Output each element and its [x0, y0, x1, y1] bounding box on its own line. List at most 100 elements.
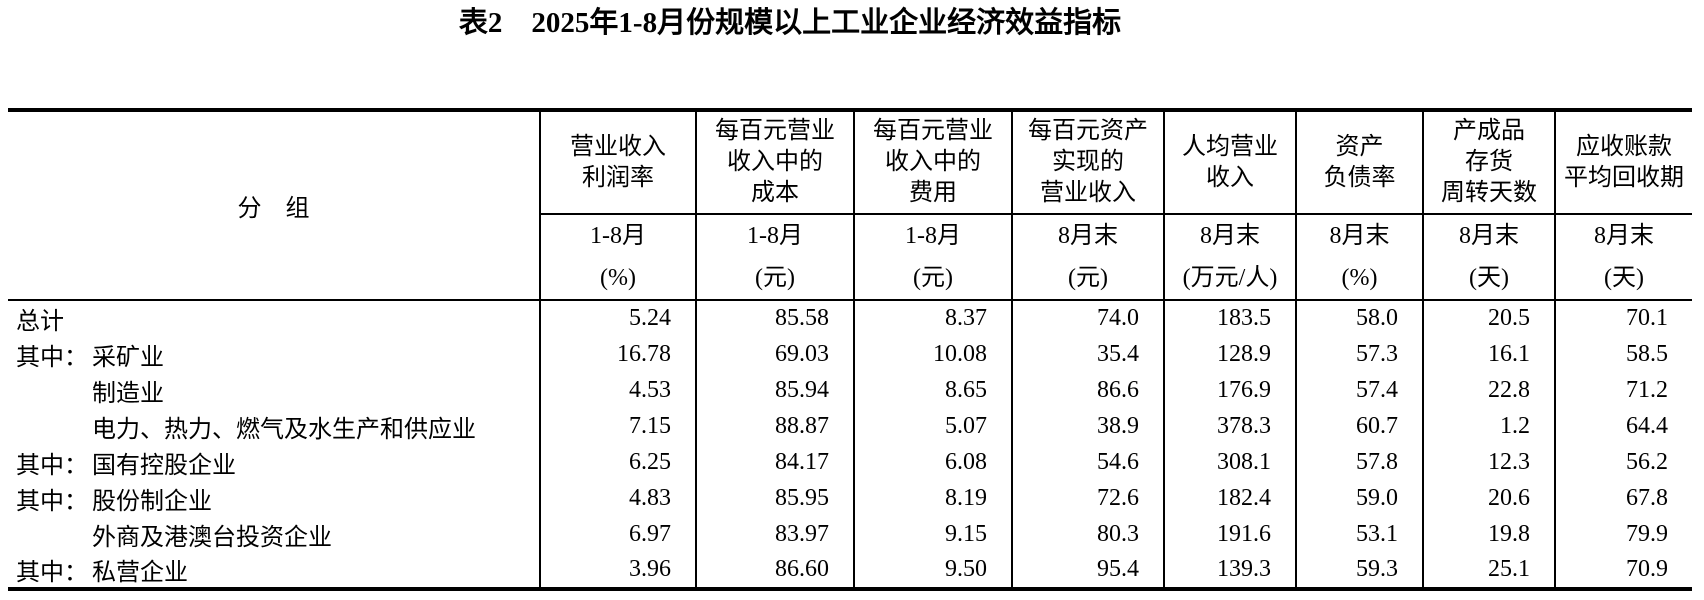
column-unit: (天)	[1469, 265, 1509, 291]
cell-value: 57.4	[1295, 372, 1424, 408]
cell-value: 71.2	[1554, 372, 1692, 408]
row-label: 外商及港澳台投资企业	[8, 516, 541, 552]
cell-value: 8.19	[853, 480, 1013, 516]
table-row: 电力、热力、燃气及水生产和供应业 7.15 88.87 5.07 38.9 378.3 60…	[8, 408, 1692, 444]
column-header-group: 分 组	[8, 110, 541, 301]
column-period: 1-8月	[905, 223, 961, 249]
row-label: 其中： 采矿业	[8, 336, 541, 372]
row-label-prefix: 其中：	[16, 452, 88, 479]
cell-value: 53.1	[1295, 516, 1424, 552]
cell-value: 84.17	[695, 444, 855, 480]
table-row: 制造业 4.53 85.94 8.65 86.6 176.9 57.4 22.8 71.2	[8, 372, 1692, 408]
row-label-prefix: 其中：	[16, 560, 88, 586]
column-period: 8月末	[1058, 223, 1118, 249]
cell-value: 85.95	[695, 480, 855, 516]
table-row: 外商及港澳台投资企业 6.97 83.97 9.15 80.3 191.6 53.1 19.8…	[8, 516, 1692, 552]
cell-value: 128.9	[1163, 336, 1297, 372]
cell-value: 8.37	[853, 300, 1013, 336]
column-header-sub-6: 8月末 (天)	[1422, 213, 1556, 301]
page-title: 表2 2025年1-8月份规模以上工业企业经济效益指标	[458, 7, 1122, 39]
cell-value: 70.9	[1554, 552, 1692, 589]
cell-value: 191.6	[1163, 516, 1297, 552]
cell-value: 57.8	[1295, 444, 1424, 480]
cell-value: 83.97	[695, 516, 855, 552]
cell-value: 54.6	[1011, 444, 1165, 480]
column-header-title-4: 人均营业 收入	[1163, 110, 1297, 215]
column-header-title-7: 应收账款 平均回收期	[1554, 110, 1692, 215]
row-label: 其中： 私营企业	[8, 552, 541, 589]
column-header-sub-0: 1-8月 (%)	[540, 213, 697, 301]
cell-value: 86.6	[1011, 372, 1165, 408]
row-label-name: 外商及港澳台投资企业	[92, 524, 332, 551]
cell-value: 64.4	[1554, 408, 1692, 444]
cell-value: 22.8	[1422, 372, 1556, 408]
cell-value: 6.97	[539, 516, 697, 552]
cell-value: 16.1	[1422, 336, 1556, 372]
row-label-prefix: 其中：	[16, 344, 88, 371]
cell-value: 19.8	[1422, 516, 1556, 552]
cell-value: 4.83	[539, 480, 697, 516]
row-label-name: 股份制企业	[92, 488, 212, 515]
cell-value: 58.0	[1295, 300, 1424, 336]
column-header-sub-5: 8月末 (%)	[1295, 213, 1424, 301]
cell-value: 3.96	[539, 552, 697, 589]
cell-value: 58.5	[1554, 336, 1692, 372]
cell-value: 176.9	[1163, 372, 1297, 408]
cell-value: 25.1	[1422, 552, 1556, 589]
row-label: 电力、热力、燃气及水生产和供应业	[8, 408, 541, 444]
row-label-name: 制造业	[92, 380, 164, 407]
cell-value: 70.1	[1554, 300, 1692, 336]
cell-value: 79.9	[1554, 516, 1692, 552]
row-label: 制造业	[8, 372, 541, 408]
cell-value: 4.53	[539, 372, 697, 408]
column-header-sub-1: 1-8月 (元)	[695, 213, 855, 301]
cell-value: 1.2	[1422, 408, 1556, 444]
cell-value: 5.24	[539, 300, 697, 336]
table-row: 其中： 股份制企业 4.83 85.95 8.19 72.6 182.4 59.0 20.6 67…	[8, 480, 1692, 516]
cell-value: 182.4	[1163, 480, 1297, 516]
cell-value: 183.5	[1163, 300, 1297, 336]
table-row: 总计 5.24 85.58 8.37 74.0 183.5 58.0 20.5 70.1	[8, 300, 1692, 336]
header-row-period-unit: 1-8月 (%) 1-8月 (元) 1-8月 (元) 8月末 (元) 8月末 (万元/人) 8月末 (…	[8, 213, 1692, 301]
cell-value: 12.3	[1422, 444, 1556, 480]
cell-value: 38.9	[1011, 408, 1165, 444]
cell-value: 74.0	[1011, 300, 1165, 336]
cell-value: 86.60	[695, 552, 855, 589]
column-header-title-0: 营业收入 利润率	[539, 110, 697, 215]
column-unit: (元)	[1068, 265, 1108, 291]
column-period: 8月末	[1329, 223, 1390, 249]
cell-value: 59.0	[1295, 480, 1424, 516]
row-label-name: 电力、热力、燃气及水生产和供应业	[92, 416, 476, 443]
row-label-name: 私营企业	[92, 560, 188, 586]
row-label-name: 国有控股企业	[92, 452, 236, 479]
column-header-sub-3: 8月末 (元)	[1011, 213, 1165, 301]
cell-value: 60.7	[1295, 408, 1424, 444]
cell-value: 9.15	[853, 516, 1013, 552]
cell-value: 139.3	[1163, 552, 1297, 589]
column-unit: (万元/人)	[1182, 265, 1278, 291]
cell-value: 56.2	[1554, 444, 1692, 480]
column-period: 1-8月	[590, 223, 646, 249]
cell-value: 8.65	[853, 372, 1013, 408]
column-header-title-1: 每百元营业 收入中的 成本	[695, 110, 855, 215]
cell-value: 20.6	[1422, 480, 1556, 516]
cell-value: 80.3	[1011, 516, 1165, 552]
column-unit: (元)	[913, 265, 953, 291]
table-row: 其中： 采矿业 16.78 69.03 10.08 35.4 128.9 57.3 16.1 58…	[8, 336, 1692, 372]
cell-value: 88.87	[695, 408, 855, 444]
column-header-title-3: 每百元资产 实现的 营业收入	[1011, 110, 1165, 215]
cell-value: 85.58	[695, 300, 855, 336]
cell-value: 59.3	[1295, 552, 1424, 589]
table-body: 总计 5.24 85.58 8.37 74.0 183.5 58.0 20.5 70.1 其中：采…	[8, 300, 1692, 589]
column-period: 8月末	[1200, 223, 1260, 249]
cell-value: 85.94	[695, 372, 855, 408]
cell-value: 57.3	[1295, 336, 1424, 372]
cell-value: 16.78	[539, 336, 697, 372]
column-unit: (天)	[1604, 265, 1644, 291]
cell-value: 35.4	[1011, 336, 1165, 372]
cell-value: 10.08	[853, 336, 1013, 372]
column-header-sub-2: 1-8月 (元)	[853, 213, 1013, 301]
row-label: 其中： 国有控股企业	[8, 444, 541, 480]
column-header-sub-7: 8月末 (天)	[1554, 213, 1692, 301]
